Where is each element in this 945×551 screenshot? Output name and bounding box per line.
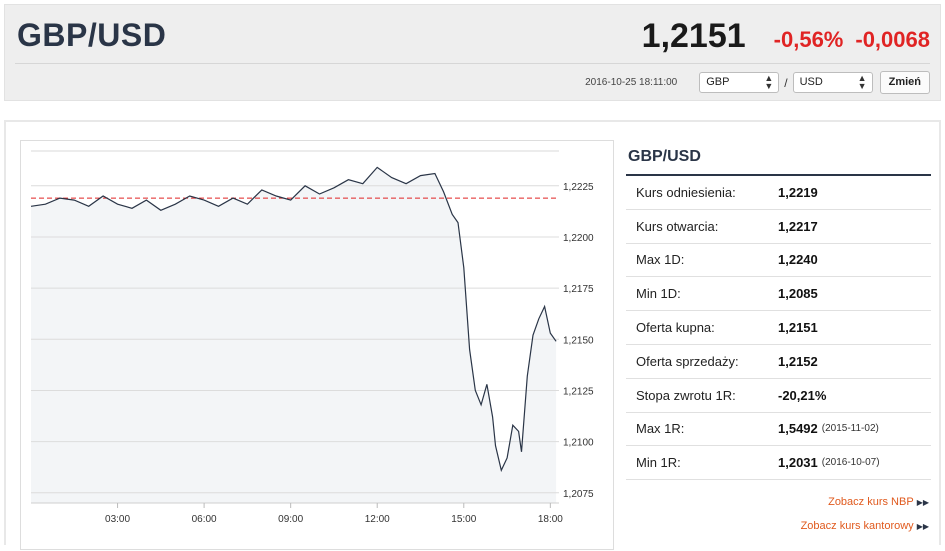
stat-value: 1,2151 <box>778 320 818 336</box>
base-currency-value: GBP <box>706 76 730 88</box>
x-tick-label: 15:00 <box>451 514 476 525</box>
stat-row: Kurs otwarcia: 1,2217 <box>626 210 931 244</box>
currency-separator: / <box>784 75 788 90</box>
stats-sidebar: GBP/USD Kurs odniesienia: 1,2219 Kurs otwa… <box>626 142 931 538</box>
y-tick-label: 1,2125 <box>563 386 594 397</box>
x-tick-label: 06:00 <box>192 514 217 525</box>
stat-date: (2016-10-07) <box>821 457 880 469</box>
price-line <box>30 166 557 473</box>
x-tick-label: 18:00 <box>538 514 563 525</box>
y-tick-label: 1,2200 <box>563 233 594 244</box>
stat-label: Min 1D: <box>636 286 681 302</box>
nbp-rate-link[interactable]: Zobacz kurs NBP ▶▶ <box>828 496 929 509</box>
current-rate: 1,2151 <box>641 17 746 55</box>
timestamp: 2016-10-25 18:11:00 <box>585 77 678 88</box>
select-arrows-icon: ▲ ▼ <box>764 73 774 91</box>
change-percent: -0,56% <box>773 27 844 52</box>
stat-label: Max 1D: <box>636 252 685 268</box>
stat-row: Min 1D: 1,2085 <box>626 277 931 312</box>
double-arrow-icon: ▶▶ <box>916 498 929 508</box>
quote-currency-select[interactable]: USD ▲ ▼ <box>792 72 873 93</box>
y-tick-label: 1,2175 <box>563 284 594 295</box>
stat-label: Kurs odniesienia: <box>636 184 736 200</box>
double-arrow-icon: ▶▶ <box>916 522 929 532</box>
stat-row: Kurs odniesienia: 1,2219 <box>626 176 931 210</box>
stat-value: 1,2085 <box>778 286 818 302</box>
change-button[interactable]: Zmień <box>879 71 930 94</box>
stat-label: Oferta kupna: <box>636 320 715 336</box>
stat-value: 1,2217 <box>778 218 818 234</box>
stats-title: GBP/USD <box>626 142 931 176</box>
price-chart: 1,2225 1,2200 1,2175 1,2150 1,2125 1,2100 1,20… <box>30 150 594 525</box>
stat-row: Oferta kupna: 1,2151 <box>626 311 931 345</box>
currency-controls: 2016-10-25 18:11:00 GBP ▲ ▼ / USD ▲ ▼ Zmie… <box>585 71 930 94</box>
x-tick-label: 09:00 <box>278 514 303 525</box>
stat-date: (2015-11-02) <box>821 423 879 435</box>
quote-currency-value: USD <box>799 76 823 88</box>
stat-value: 1,2240 <box>778 252 818 268</box>
stat-label: Min 1R: <box>636 455 681 471</box>
stat-value: 1,2219 <box>778 184 818 200</box>
x-tick-label: 12:00 <box>365 514 390 525</box>
links: Zobacz kurs NBP ▶▶ Zobacz kurs kantorowy ▶… <box>626 490 931 538</box>
area-fill <box>31 167 557 503</box>
stats-table: Kurs odniesienia: 1,2219 Kurs otwarcia: 1,2… <box>626 176 931 481</box>
stat-row: Stopa zwrotu 1R: -20,21% <box>626 379 931 413</box>
y-tick-label: 1,2100 <box>563 438 594 449</box>
stat-row: Min 1R: 1,2031 (2016-10-07) <box>626 446 931 481</box>
y-tick-label: 1,2150 <box>563 335 594 346</box>
stat-row: Oferta sprzedaży: 1,2152 <box>626 345 931 379</box>
stat-row: Max 1D: 1,2240 <box>626 244 931 278</box>
header-divider <box>15 63 930 64</box>
stat-value: 1,2031 <box>778 455 818 471</box>
rate-line: 1,2151 -0,56% -0,0068 <box>642 17 930 56</box>
stat-row: Max 1R: 1,5492 (2015-11-02) <box>626 413 931 447</box>
base-currency-select[interactable]: GBP ▲ ▼ <box>699 72 780 93</box>
stat-value: 1,2152 <box>778 353 818 369</box>
stat-label: Kurs otwarcia: <box>636 218 719 234</box>
exchange-office-rate-link[interactable]: Zobacz kurs kantorowy ▶▶ <box>800 520 929 533</box>
stat-label: Max 1R: <box>636 421 685 437</box>
y-tick-label: 1,2075 <box>563 489 594 500</box>
change-absolute: -0,0068 <box>855 27 930 52</box>
content-panel: 1,2225 1,2200 1,2175 1,2150 1,2125 1,2100 1,20… <box>4 120 941 550</box>
chart-container: 1,2225 1,2200 1,2175 1,2150 1,2125 1,2100 1,20… <box>20 140 614 550</box>
stat-value: -20,21% <box>778 387 827 403</box>
stat-value: 1,5492 <box>778 421 818 437</box>
x-tick-label: 03:00 <box>105 514 130 525</box>
stat-label: Oferta sprzedaży: <box>636 353 739 369</box>
select-arrows-icon: ▲ ▼ <box>857 73 867 91</box>
pair-title: GBP/USD <box>17 17 167 53</box>
y-tick-label: 1,2225 <box>563 182 594 193</box>
stat-label: Stopa zwrotu 1R: <box>636 387 736 403</box>
quote-header: GBP/USD 1,2151 -0,56% -0,0068 2016-10-25… <box>4 4 941 101</box>
